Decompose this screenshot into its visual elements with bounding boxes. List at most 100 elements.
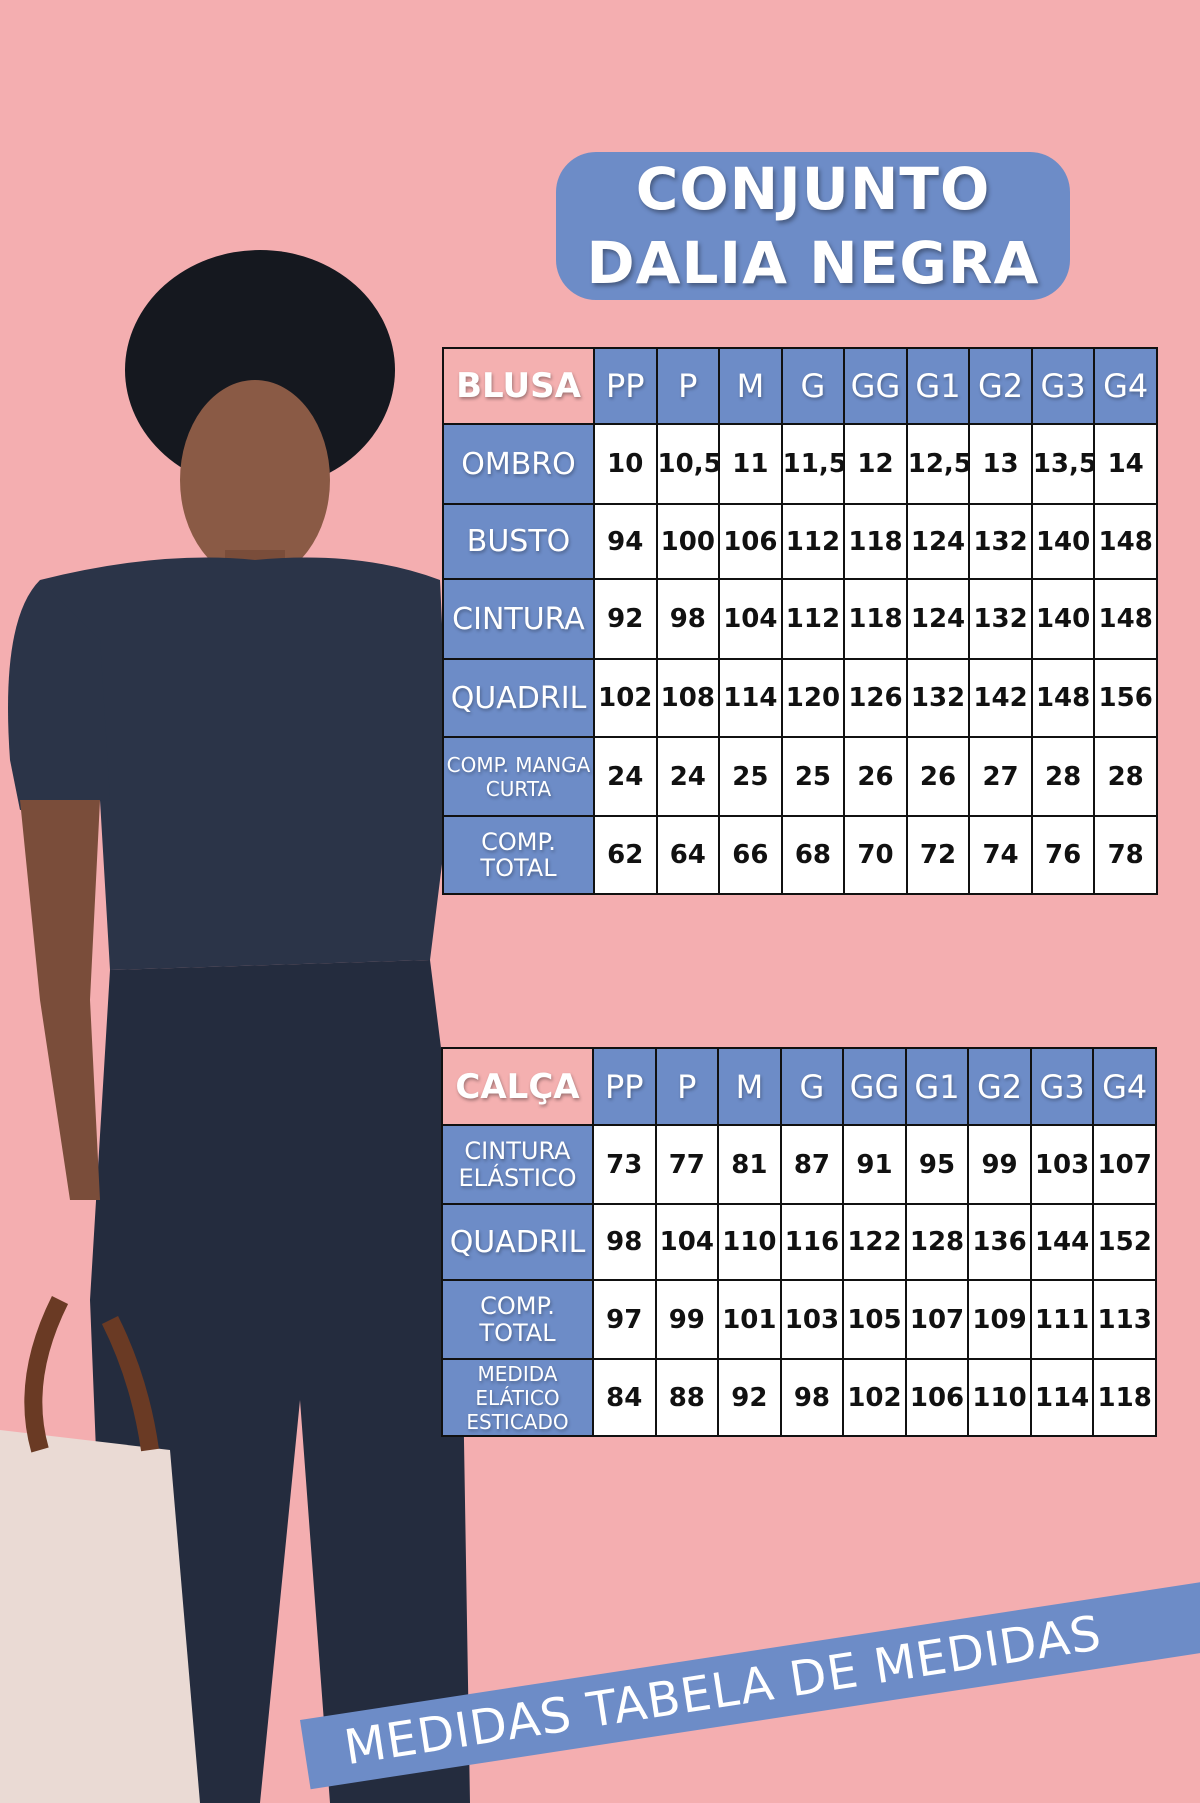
measurement-value: 13,5 (1030, 423, 1096, 505)
measurement-value: 95 (904, 1124, 970, 1205)
measurement-value: 118 (843, 503, 908, 580)
measurement-value: 74 (968, 815, 1033, 895)
size-header: PP (592, 1047, 657, 1126)
measurement-value: 99 (967, 1124, 1032, 1205)
measurement-value: 11 (718, 423, 783, 505)
size-header: P (654, 1047, 720, 1126)
measurement-value: 91 (842, 1124, 907, 1205)
measurement-value: 84 (592, 1358, 657, 1437)
model-photo (0, 250, 470, 1803)
measurement-value: 132 (905, 658, 971, 738)
measurement-value: 124 (905, 578, 971, 660)
size-header: G4 (1093, 347, 1158, 425)
size-header: G4 (1092, 1047, 1157, 1126)
measurement-value: 77 (654, 1124, 720, 1205)
measurement-value: 13 (968, 423, 1033, 505)
measurement-value: 28 (1093, 736, 1158, 817)
measurement-value: 26 (905, 736, 971, 817)
size-header: G2 (967, 1047, 1032, 1126)
calca-header-row: CALÇA PP P M G GG G1 G2 G3 G4 (441, 1047, 1157, 1126)
measurement-value: 148 (1093, 578, 1158, 660)
measurement-value: 68 (780, 815, 846, 895)
blusa-row: COMP. TOTAL 62 64 66 68 70 72 74 76 78 (442, 815, 1158, 895)
measurement-value: 128 (904, 1203, 970, 1281)
measurement-value: 66 (718, 815, 783, 895)
measurement-value: 12,5 (905, 423, 971, 505)
measurement-value: 24 (593, 736, 658, 817)
title-line-1: CONJUNTO (635, 155, 991, 223)
measurement-value: 98 (592, 1203, 657, 1281)
blusa-row: BUSTO 94 100 106 112 118 124 132 140 148 (442, 503, 1158, 580)
measurement-value: 12 (843, 423, 908, 505)
measurement-value: 112 (780, 503, 846, 580)
measurement-value: 114 (1029, 1358, 1095, 1437)
measurement-value: 81 (717, 1124, 782, 1205)
measurement-value: 122 (842, 1203, 907, 1281)
calca-row: MEDIDA ELÁTICO ESTICADO 84 88 92 98 102 106 110… (441, 1358, 1157, 1437)
measurement-value: 64 (655, 815, 721, 895)
calca-row: CINTURA ELÁSTICO 73 77 81 87 91 95 99 103 107 (441, 1124, 1157, 1205)
measurement-value: 92 (593, 578, 658, 660)
size-header: GG (843, 347, 908, 425)
measurement-value: 106 (904, 1358, 970, 1437)
measurement-label: BUSTO (442, 503, 595, 580)
measurement-value: 99 (654, 1279, 720, 1360)
measurement-value: 98 (655, 578, 721, 660)
calca-size-table: CALÇA PP P M G GG G1 G2 G3 G4 CINTURA EL… (441, 1047, 1157, 1437)
measurement-value: 87 (779, 1124, 845, 1205)
measurement-label: QUADRIL (441, 1203, 594, 1281)
measurement-value: 126 (843, 658, 908, 738)
measurement-value: 110 (717, 1203, 782, 1281)
measurement-value: 118 (1092, 1358, 1157, 1437)
measurement-value: 102 (842, 1358, 907, 1437)
measurement-label: COMP. TOTAL (442, 815, 595, 895)
size-header: G1 (904, 1047, 970, 1126)
measurement-value: 105 (842, 1279, 907, 1360)
measurement-value: 112 (780, 578, 846, 660)
measurement-value: 70 (843, 815, 908, 895)
measurement-value: 124 (905, 503, 971, 580)
measurement-value: 102 (593, 658, 658, 738)
measurement-value: 27 (968, 736, 1033, 817)
measurement-value: 116 (779, 1203, 845, 1281)
measurement-value: 11,5 (780, 423, 846, 505)
measurement-value: 104 (654, 1203, 720, 1281)
measurement-value: 73 (592, 1124, 657, 1205)
measurement-value: 132 (968, 578, 1033, 660)
size-header: M (717, 1047, 782, 1126)
measurement-label: OMBRO (442, 423, 595, 505)
measurement-value: 24 (655, 736, 721, 817)
measurement-value: 100 (655, 503, 721, 580)
blusa-label: BLUSA (442, 347, 595, 425)
blusa-row: OMBRO 10 10,5 11 11,5 12 12,5 13 13,5 14 (442, 423, 1158, 505)
measurement-value: 136 (967, 1203, 1032, 1281)
measurement-value: 103 (779, 1279, 845, 1360)
measurement-value: 107 (904, 1279, 970, 1360)
measurement-value: 148 (1093, 503, 1158, 580)
size-header: G2 (968, 347, 1033, 425)
calca-label: CALÇA (441, 1047, 594, 1126)
blusa-header-row: BLUSA PP P M G GG G1 G2 G3 G4 (442, 347, 1158, 425)
measurement-value: 118 (843, 578, 908, 660)
measurement-value: 132 (968, 503, 1033, 580)
measurement-value: 26 (843, 736, 908, 817)
measurement-value: 111 (1029, 1279, 1095, 1360)
measurement-value: 113 (1092, 1279, 1157, 1360)
measurement-value: 10 (593, 423, 658, 505)
size-header: G3 (1029, 1047, 1095, 1126)
measurement-value: 140 (1030, 578, 1096, 660)
measurement-value: 144 (1029, 1203, 1095, 1281)
title-line-2: DALIA NEGRA (586, 229, 1040, 297)
measurement-value: 107 (1092, 1124, 1157, 1205)
measurement-value: 94 (593, 503, 658, 580)
calca-row: QUADRIL 98 104 110 116 122 128 136 144 152 (441, 1203, 1157, 1281)
measurement-value: 148 (1030, 658, 1096, 738)
measurement-value: 114 (718, 658, 783, 738)
blusa-size-table: BLUSA PP P M G GG G1 G2 G3 G4 OMBRO 10 10,… (442, 347, 1158, 895)
measurement-value: 106 (718, 503, 783, 580)
measurement-value: 72 (905, 815, 971, 895)
measurement-value: 156 (1093, 658, 1158, 738)
size-header: GG (842, 1047, 907, 1126)
measurement-value: 88 (654, 1358, 720, 1437)
measurement-value: 25 (780, 736, 846, 817)
